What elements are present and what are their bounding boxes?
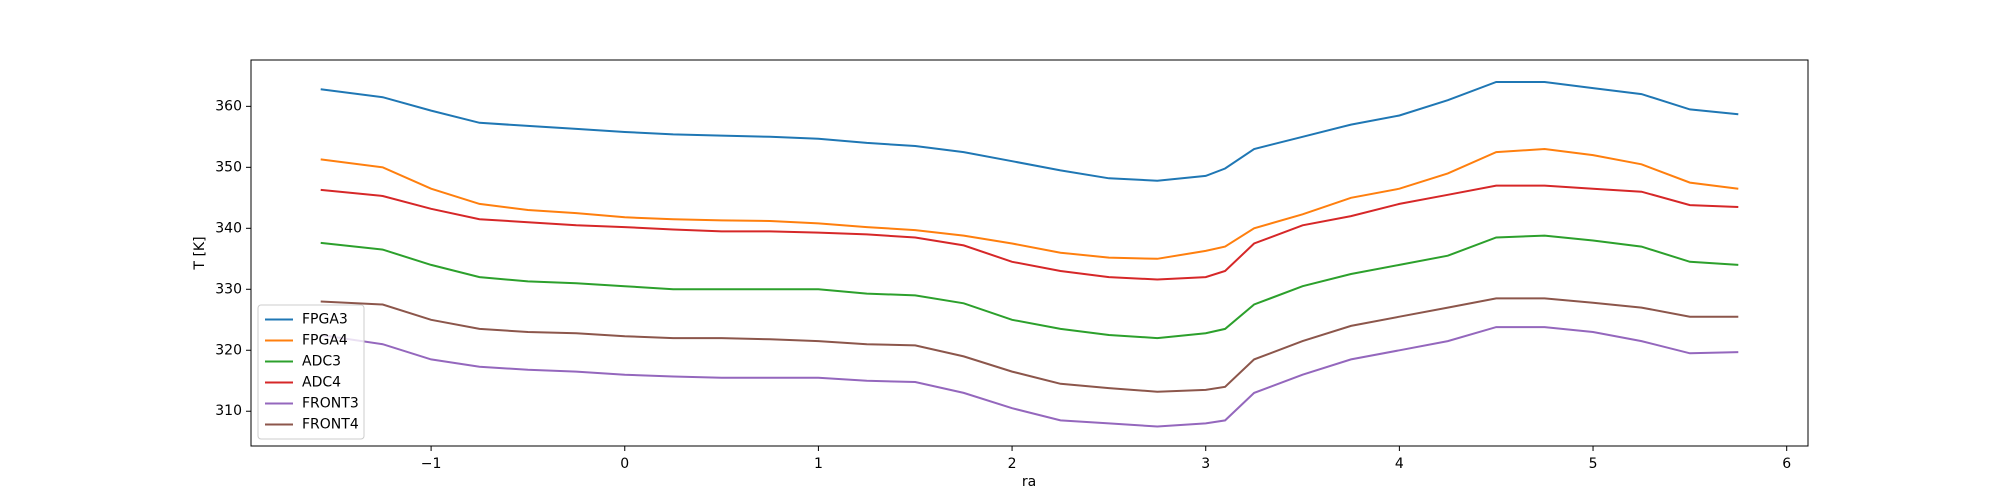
y-tick-label: 320 <box>215 342 242 358</box>
legend-label: FPGA4 <box>302 333 348 349</box>
y-tick-label: 340 <box>215 220 242 236</box>
x-tick-label: 6 <box>1782 456 1791 472</box>
series-line <box>320 81 1739 182</box>
x-tick-label: 2 <box>1008 456 1017 472</box>
x-tick-label: 5 <box>1589 456 1598 472</box>
series-line <box>320 297 1739 393</box>
series-line <box>320 326 1739 428</box>
x-tick-label: −1 <box>421 456 442 472</box>
series-line <box>320 184 1739 281</box>
series-line <box>320 147 1739 260</box>
y-tick-label: 360 <box>215 98 242 114</box>
legend-label: ADC4 <box>302 375 341 391</box>
series-line <box>320 234 1739 340</box>
y-axis-label: T [K] <box>192 236 208 270</box>
plot-frame <box>250 59 1809 447</box>
y-tick-label: 330 <box>215 281 242 297</box>
x-tick-label: 1 <box>814 456 823 472</box>
x-tick-label: 0 <box>620 456 629 472</box>
legend-label: FRONT4 <box>302 417 359 433</box>
legend-label: FRONT3 <box>302 396 359 412</box>
y-tick-label: 310 <box>215 403 242 419</box>
legend-label: ADC3 <box>302 354 341 370</box>
legend-box <box>257 304 365 440</box>
legend-label: FPGA3 <box>302 312 348 328</box>
x-axis-label: ra <box>1022 474 1036 490</box>
x-tick-label: 3 <box>1201 456 1210 472</box>
y-tick-label: 350 <box>215 159 242 175</box>
x-tick-label: 4 <box>1395 456 1404 472</box>
